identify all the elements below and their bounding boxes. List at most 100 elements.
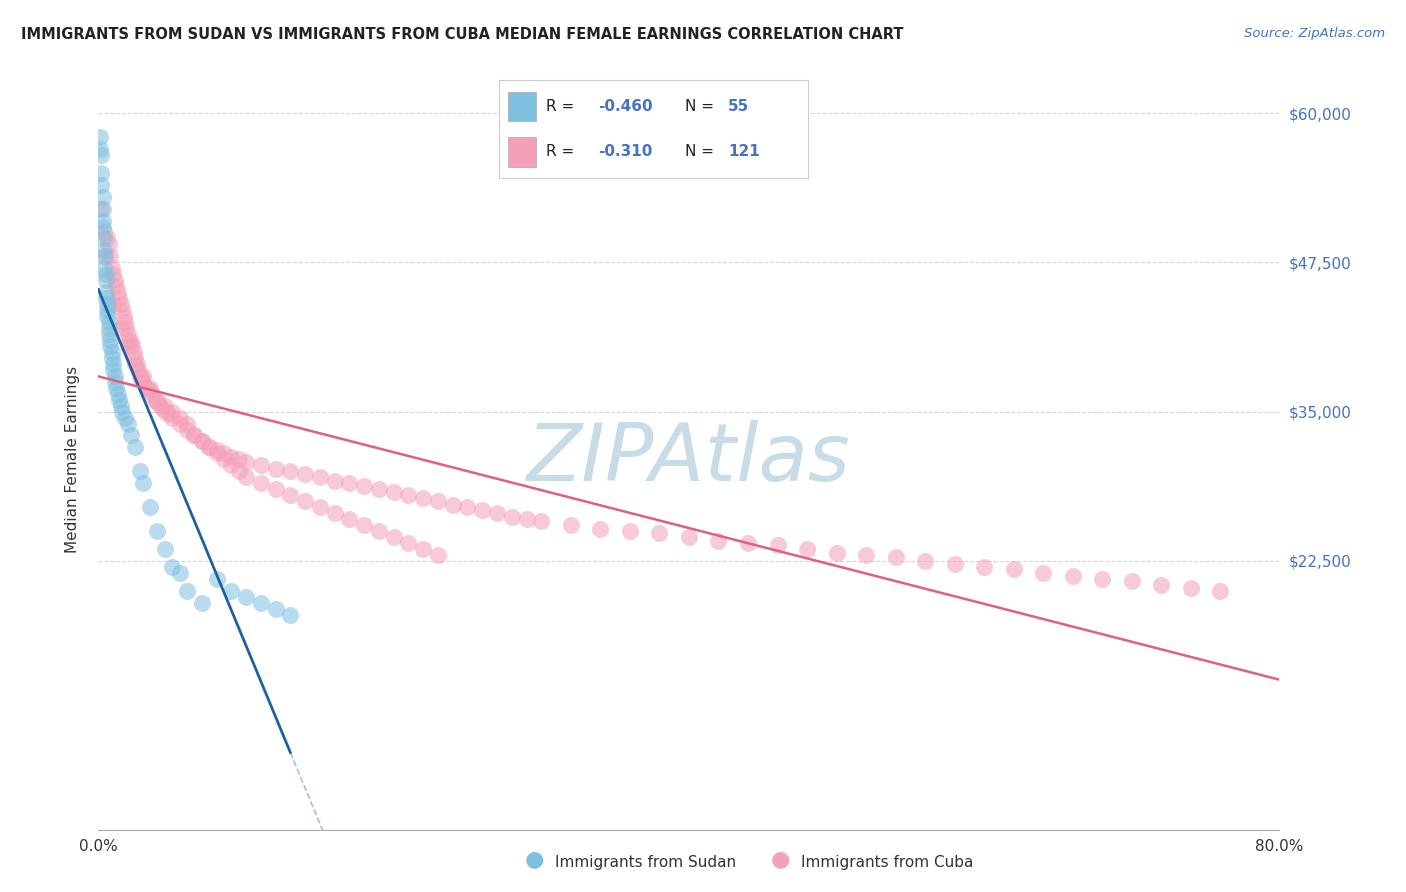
Point (90, 148, 112, 162)
Point (110, 297, 132, 311)
Text: R =: R = (546, 145, 583, 160)
Point (124, 441, 146, 455)
Point (1002, 562, 1025, 576)
Point (212, 446, 235, 460)
Point (619, 524, 641, 538)
Point (90, 202, 112, 216)
Point (339, 476, 361, 491)
Point (264, 462, 287, 476)
Point (107, 285, 129, 300)
Point (398, 536, 420, 550)
Text: Immigrants from Cuba: Immigrants from Cuba (801, 855, 974, 870)
Point (110, 321, 132, 335)
Point (250, 596, 273, 610)
Point (98, 339, 121, 353)
Point (516, 512, 538, 526)
Point (176, 583, 198, 598)
Point (98, 333, 121, 347)
Point (766, 538, 789, 552)
Point (648, 526, 671, 541)
Text: ●: ● (770, 850, 790, 870)
Point (97, 321, 120, 335)
Point (132, 375, 155, 389)
Point (93, 226, 115, 240)
Point (176, 423, 198, 437)
Point (100, 345, 122, 359)
Point (228, 464, 250, 478)
Point (412, 541, 434, 556)
Point (132, 476, 155, 491)
Point (108, 392, 131, 407)
Point (100, 351, 122, 365)
Point (103, 268, 125, 282)
Point (339, 512, 361, 526)
Point (382, 530, 405, 544)
Point (264, 601, 287, 615)
Point (103, 297, 125, 311)
Point (169, 566, 191, 580)
Point (124, 357, 146, 371)
Point (91, 189, 114, 203)
Point (107, 386, 129, 401)
Point (94, 291, 117, 305)
Point (114, 315, 136, 329)
Text: N =: N = (685, 145, 718, 160)
Point (323, 474, 346, 488)
Text: ●: ● (524, 850, 544, 870)
Point (205, 446, 228, 460)
Point (114, 410, 136, 425)
Point (250, 458, 273, 473)
Point (427, 494, 450, 508)
Point (1150, 578, 1173, 592)
Point (153, 399, 176, 413)
Point (457, 500, 479, 515)
Point (1091, 572, 1114, 586)
Point (103, 363, 125, 377)
Point (108, 291, 131, 305)
Point (280, 488, 302, 502)
Point (152, 402, 174, 417)
Point (264, 482, 287, 496)
Point (93, 244, 115, 258)
Point (212, 452, 235, 467)
Text: Source: ZipAtlas.com: Source: ZipAtlas.com (1244, 27, 1385, 40)
Point (191, 434, 214, 449)
Point (737, 536, 759, 550)
Point (94, 285, 117, 300)
Point (91, 219, 114, 234)
Point (146, 395, 169, 409)
Point (280, 607, 302, 622)
Point (97, 315, 120, 329)
Point (93, 249, 115, 263)
Point (124, 351, 146, 365)
Point (914, 554, 936, 568)
Point (96, 309, 118, 323)
Point (96, 231, 118, 245)
Point (486, 506, 509, 520)
Point (235, 470, 257, 484)
Point (120, 428, 142, 442)
Point (111, 303, 134, 318)
Bar (509, 137, 536, 167)
Point (129, 371, 152, 385)
Point (105, 381, 128, 395)
Point (855, 548, 877, 562)
Text: IMMIGRANTS FROM SUDAN VS IMMIGRANTS FROM CUBA MEDIAN FEMALE EARNINGS CORRELATION: IMMIGRANTS FROM SUDAN VS IMMIGRANTS FROM… (21, 27, 904, 42)
Point (118, 333, 141, 347)
Point (678, 530, 700, 544)
Point (280, 464, 302, 478)
Point (162, 404, 183, 418)
Point (135, 381, 157, 395)
Point (235, 455, 257, 469)
Point (412, 491, 434, 505)
Point (707, 533, 730, 548)
Point (398, 488, 420, 502)
Point (183, 428, 205, 442)
Point (132, 368, 155, 383)
Point (93, 261, 115, 276)
Point (91, 213, 114, 227)
Point (89, 142, 111, 156)
Text: ZIPAtlas: ZIPAtlas (527, 420, 851, 499)
Point (138, 383, 160, 397)
Text: Immigrants from Sudan: Immigrants from Sudan (555, 855, 737, 870)
